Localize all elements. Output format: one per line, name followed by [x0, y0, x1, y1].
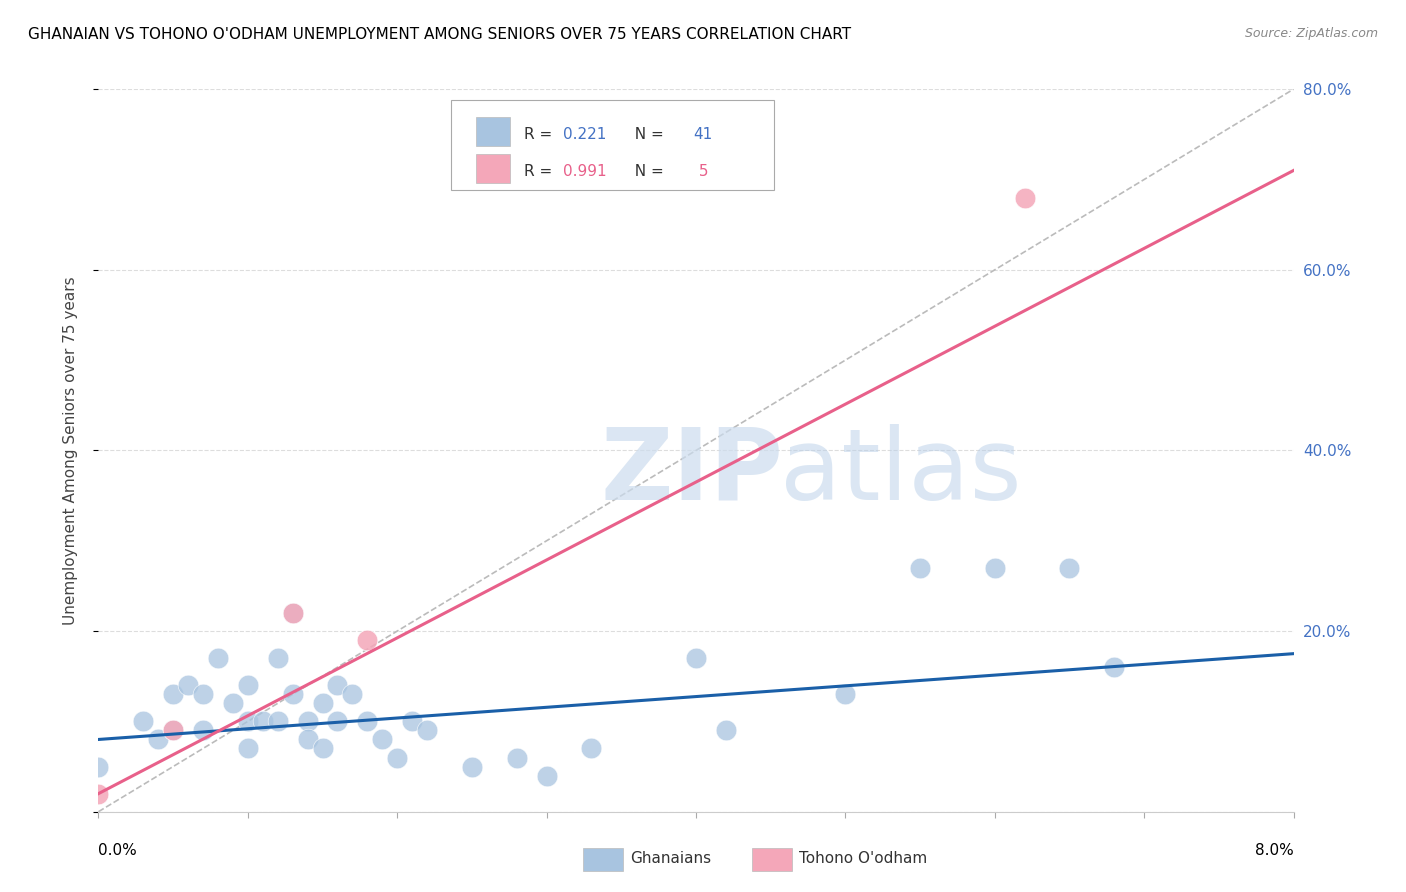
Point — [207, 651, 229, 665]
Point — [416, 723, 439, 738]
Point — [401, 714, 423, 729]
Point — [267, 714, 290, 729]
Point — [1059, 561, 1081, 575]
Text: N =: N = — [626, 127, 669, 142]
Point — [191, 723, 214, 738]
Point — [506, 750, 529, 764]
FancyBboxPatch shape — [477, 154, 509, 184]
Point — [162, 723, 184, 738]
Point — [162, 723, 184, 738]
Text: Ghanaians: Ghanaians — [630, 852, 711, 866]
Text: ZIP: ZIP — [600, 424, 783, 521]
Text: atlas: atlas — [779, 424, 1021, 521]
Point — [222, 697, 245, 711]
Point — [177, 678, 200, 692]
Text: N =: N = — [626, 164, 669, 179]
Point — [385, 750, 409, 764]
Text: GHANAIAN VS TOHONO O'ODHAM UNEMPLOYMENT AMONG SENIORS OVER 75 YEARS CORRELATION : GHANAIAN VS TOHONO O'ODHAM UNEMPLOYMENT … — [28, 27, 851, 42]
Point — [267, 651, 290, 665]
Point — [356, 633, 378, 648]
Point — [311, 697, 333, 711]
Point — [834, 687, 856, 701]
Point — [236, 678, 259, 692]
Text: 41: 41 — [693, 127, 713, 142]
Text: Tohono O'odham: Tohono O'odham — [799, 852, 927, 866]
Point — [162, 687, 184, 701]
Point — [311, 741, 333, 756]
Point — [281, 687, 304, 701]
Point — [87, 759, 110, 773]
Text: 5: 5 — [693, 164, 709, 179]
Point — [191, 687, 214, 701]
Text: R =: R = — [524, 127, 557, 142]
Point — [281, 606, 304, 620]
FancyBboxPatch shape — [451, 100, 773, 190]
FancyBboxPatch shape — [477, 117, 509, 146]
Point — [714, 723, 737, 738]
Point — [281, 606, 304, 620]
Y-axis label: Unemployment Among Seniors over 75 years: Unemployment Among Seniors over 75 years — [63, 277, 77, 624]
Point — [252, 714, 274, 729]
Point — [297, 714, 319, 729]
Point — [908, 561, 931, 575]
Text: 0.0%: 0.0% — [98, 843, 138, 858]
Point — [984, 561, 1007, 575]
Point — [326, 714, 349, 729]
Point — [326, 678, 349, 692]
Text: R =: R = — [524, 164, 557, 179]
Point — [536, 769, 558, 783]
Text: 0.221: 0.221 — [564, 127, 606, 142]
Point — [297, 732, 319, 747]
Point — [356, 714, 378, 729]
Point — [132, 714, 155, 729]
Point — [1104, 660, 1126, 674]
Point — [371, 732, 394, 747]
Text: 0.991: 0.991 — [564, 164, 607, 179]
Point — [1014, 191, 1036, 205]
Point — [148, 732, 170, 747]
Point — [581, 741, 603, 756]
Point — [461, 759, 484, 773]
Point — [685, 651, 707, 665]
Point — [342, 687, 364, 701]
Text: 8.0%: 8.0% — [1254, 843, 1294, 858]
Point — [236, 714, 259, 729]
Point — [236, 741, 259, 756]
Point — [87, 787, 110, 801]
Text: Source: ZipAtlas.com: Source: ZipAtlas.com — [1244, 27, 1378, 40]
